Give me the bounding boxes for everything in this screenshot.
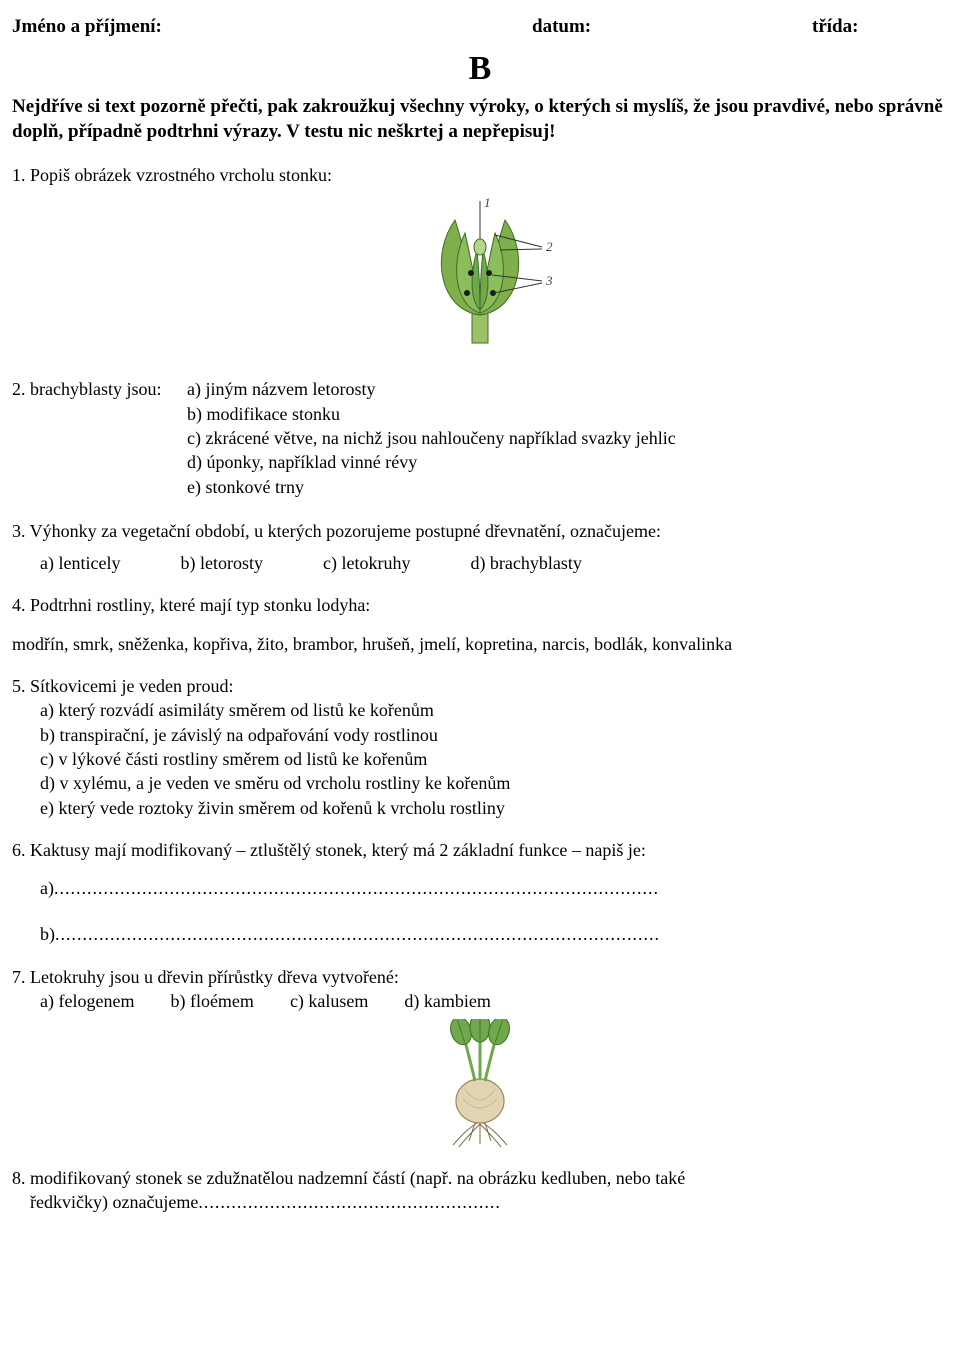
question-4: 4. Podtrhni rostliny, které mají typ sto… — [12, 593, 948, 656]
question-3: 3. Výhonky za vegetační období, u kterýc… — [12, 519, 948, 576]
q7-option-a: a) felogenem — [40, 989, 134, 1013]
q7-option-c: c) kalusem — [290, 989, 368, 1013]
question-1: 1. Popiš obrázek vzrostného vrcholu ston… — [12, 163, 948, 187]
q1-diagram-wrap: 1 2 3 — [12, 195, 948, 351]
q2-option-c: c) zkrácené větve, na nichž jsou nahlouč… — [187, 426, 948, 450]
q5-option-d: d) v xylému, a je veden ve směru od vrch… — [40, 771, 948, 795]
header-date-label: datum: — [532, 14, 812, 40]
q8-text-part2: ředkvičky) označujeme — [30, 1192, 198, 1212]
q2-option-a: a) jiným názvem letorosty — [187, 377, 948, 401]
q3-options: a) lenticely b) letorosty c) letokruhy d… — [12, 551, 948, 575]
q6-b-prefix: b) — [40, 924, 55, 944]
q5-option-e: e) který vede roztoky živin směrem od ko… — [40, 796, 948, 820]
question-6: 6. Kaktusy mají modifikovaný – ztluštělý… — [12, 838, 948, 947]
q5-option-a: a) který rozvádí asimiláty směrem od lis… — [40, 698, 948, 722]
q6-prompt: 6. Kaktusy mají modifikovaný – ztluštělý… — [12, 838, 948, 862]
q7-prompt: 7. Letokruhy jsou u dřevin přírůstky dře… — [12, 965, 948, 989]
q4-prompt: 4. Podtrhni rostliny, které mají typ sto… — [12, 593, 948, 617]
q8-text-line2: ředkvičky) označujeme...................… — [12, 1192, 501, 1212]
q5-prompt: 5. Sítkovicemi je veden proud: — [12, 674, 948, 698]
q1-text: 1. Popiš obrázek vzrostného vrcholu ston… — [12, 165, 332, 185]
q6-fill-b: b)......................................… — [40, 922, 948, 946]
question-5: 5. Sítkovicemi je veden proud: a) který … — [12, 674, 948, 820]
question-8: 8. modifikovaný stonek se zdužnatělou na… — [12, 1166, 948, 1215]
q6-a-prefix: a) — [40, 878, 54, 898]
kohlrabi-diagram — [425, 1019, 535, 1149]
variant-letter: B — [12, 46, 948, 92]
header-name-label: Jméno a příjmení: — [12, 14, 532, 40]
question-7: 7. Letokruhy jsou u dřevin přírůstky dře… — [12, 965, 948, 1014]
q3-prompt: 3. Výhonky za vegetační období, u kterýc… — [12, 519, 948, 543]
diagram-label-3: 3 — [545, 273, 553, 288]
header-row: Jméno a příjmení: datum: třída: — [12, 14, 948, 40]
instructions-text: Nejdříve si text pozorně přečti, pak zak… — [12, 94, 948, 145]
q2-option-b: b) modifikace stonku — [187, 402, 948, 426]
q3-option-c: c) letokruhy — [323, 551, 410, 575]
diagram-label-2: 2 — [546, 239, 553, 254]
q3-option-a: a) lenticely — [40, 551, 120, 575]
q4-plant-list: modřín, smrk, sněženka, kopřiva, žito, b… — [12, 632, 948, 656]
q7-options: a) felogenem b) floémem c) kalusem d) ka… — [12, 989, 948, 1013]
q5-option-b: b) transpirační, je závislý na odpařován… — [40, 723, 948, 747]
q7-option-b: b) floémem — [170, 989, 253, 1013]
q6-a-dots: ........................................… — [54, 878, 659, 898]
diagram-label-1: 1 — [484, 195, 491, 210]
q2-options: a) jiným názvem letorosty b) modifikace … — [187, 377, 948, 498]
question-2: 2. brachyblasty jsou: a) jiným názvem le… — [12, 377, 948, 498]
q5-option-c: c) v lýkové části rostliny směrem od lis… — [40, 747, 948, 771]
q8-diagram-wrap — [12, 1019, 948, 1155]
q8-text-part1: 8. modifikovaný stonek se zdužnatělou na… — [12, 1168, 685, 1188]
q6-b-dots: ........................................… — [55, 924, 660, 944]
q8-dots: ........................................… — [198, 1192, 501, 1212]
q5-options: a) který rozvádí asimiláty směrem od lis… — [12, 698, 948, 819]
q3-option-b: b) letorosty — [180, 551, 263, 575]
header-class-label: třída: — [812, 14, 948, 40]
stem-apex-diagram: 1 2 3 — [400, 195, 560, 345]
q2-prompt: 2. brachyblasty jsou: — [12, 377, 187, 498]
q2-option-d: d) úponky, například vinné révy — [187, 450, 948, 474]
q7-option-d: d) kambiem — [404, 989, 490, 1013]
q2-option-e: e) stonkové trny — [187, 475, 948, 499]
q3-option-d: d) brachyblasty — [470, 551, 581, 575]
q6-fill-a: a)......................................… — [40, 876, 948, 900]
